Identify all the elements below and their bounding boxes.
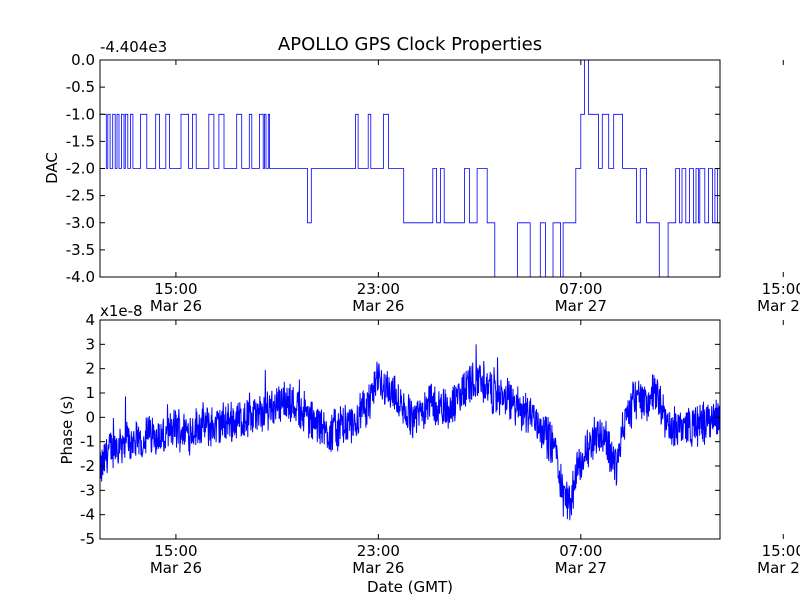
y-tick-label: -4.0 bbox=[66, 268, 95, 286]
y-tick-label: -1.5 bbox=[66, 132, 95, 150]
dac-y-label: DAC bbox=[43, 152, 61, 184]
phase-series bbox=[99, 344, 721, 521]
dac-series bbox=[100, 59, 720, 278]
phase-offset-label: x1e-8 bbox=[100, 302, 143, 320]
y-tick-label: -3.5 bbox=[66, 241, 95, 259]
y-tick-label: 3 bbox=[85, 335, 95, 353]
y-tick-label: -1 bbox=[80, 433, 95, 451]
dac-y-ticks: 0.0 -0.5 -1.0 -1.5 -2.0 -2.5 -3.0 -3.5 -4.0 bbox=[66, 51, 720, 286]
y-tick-label: -3 bbox=[80, 481, 95, 499]
y-tick-label: -0.5 bbox=[66, 78, 95, 96]
x-tick-time-label: 15:00 bbox=[154, 542, 197, 560]
x-tick-time-label: 23:00 bbox=[357, 542, 400, 560]
x-tick-time-label: 15:00 bbox=[762, 280, 800, 298]
phase-axes-frame bbox=[99, 319, 721, 540]
x-tick-date-label: Mar 26 bbox=[150, 297, 202, 315]
x-tick-time-label: 07:00 bbox=[559, 542, 602, 560]
x-tick-date-label: Mar 27 bbox=[555, 297, 607, 315]
dac-offset-label: -4.404e3 bbox=[100, 38, 167, 56]
phase-y-label: Phase (s) bbox=[58, 395, 76, 464]
x-tick-date-label: Mar 27 bbox=[757, 559, 800, 577]
chart-title: APOLLO GPS Clock Properties bbox=[278, 34, 542, 55]
x-tick-date-label: Mar 27 bbox=[757, 297, 800, 315]
phase-y-ticks: 4 3 2 1 0 -1 -2 -3 -4 -5 bbox=[80, 311, 720, 548]
x-tick-date-label: Mar 26 bbox=[352, 559, 404, 577]
dac-series-line bbox=[100, 59, 720, 278]
x-tick-time-label: 15:00 bbox=[154, 280, 197, 298]
y-tick-label: -1.0 bbox=[66, 105, 95, 123]
x-tick-time-label: 23:00 bbox=[357, 280, 400, 298]
y-tick-label: 4 bbox=[85, 311, 95, 329]
dac-plot: 0.0 -0.5 -1.0 -1.5 -2.0 -2.5 -3.0 -3.5 -4.0 15:0… bbox=[43, 38, 800, 315]
x-tick-time-label: 15:00 bbox=[762, 542, 800, 560]
y-tick-label: 1 bbox=[85, 384, 95, 402]
x-tick-date-label: Mar 27 bbox=[555, 559, 607, 577]
x-axis-label: Date (GMT) bbox=[367, 578, 453, 596]
y-tick-label: -4 bbox=[80, 506, 95, 524]
y-tick-label: -3.0 bbox=[66, 214, 95, 232]
y-tick-label: -2 bbox=[80, 457, 95, 475]
y-tick-label: -2.5 bbox=[66, 187, 95, 205]
x-tick-time-label: 07:00 bbox=[559, 280, 602, 298]
y-tick-label: -5 bbox=[80, 530, 95, 548]
y-tick-label: 2 bbox=[85, 360, 95, 378]
x-tick-date-label: Mar 26 bbox=[150, 559, 202, 577]
y-tick-label: 0.0 bbox=[71, 51, 95, 69]
y-tick-label: 0 bbox=[85, 408, 95, 426]
y-tick-label: -2.0 bbox=[66, 160, 95, 178]
phase-series-line bbox=[99, 344, 721, 521]
x-tick-date-label: Mar 26 bbox=[352, 297, 404, 315]
